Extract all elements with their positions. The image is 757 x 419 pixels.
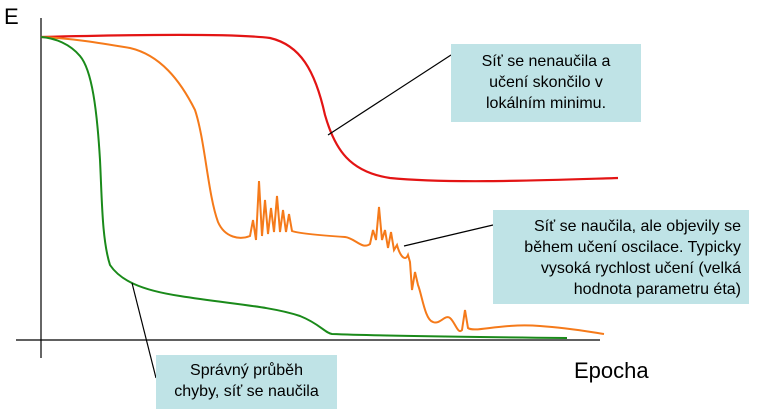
orange-error-curve: [40, 36, 605, 335]
x-axis-label: Epocha: [574, 358, 649, 383]
callout-text-line: hodnota parametru éta): [573, 281, 741, 298]
callout-text-line: Síť se nenaučila a: [481, 53, 611, 70]
callout-correct-learning: Správný průběh chyby, síť se naučila: [156, 355, 337, 409]
callout-text-line: během učení oscilace. Typicky: [524, 239, 741, 256]
callout-text-line: Síť se naučila, ale objevily se: [534, 218, 741, 235]
y-axis-label: E: [4, 4, 19, 29]
red-callout-leader: [327, 54, 452, 136]
callout-local-minimum: Síť se nenaučila a učení skončilo v loká…: [451, 44, 641, 122]
orange-callout-leader: [403, 224, 494, 247]
callout-text-line: chyby, síť se naučila: [174, 383, 319, 400]
callout-text-line: Správný průběh: [190, 362, 303, 379]
red-error-curve: [40, 33, 619, 183]
callout-text-line: vysoká rychlost učení (velká: [540, 260, 741, 277]
green-error-curve: [40, 36, 568, 339]
callout-text-line: lokálním minimu.: [485, 95, 607, 112]
callout-text-line: učení skončilo v: [489, 74, 603, 91]
green-callout-leader: [131, 282, 157, 379]
callout-oscillations: Síť se naučila, ale objevily se během uč…: [493, 210, 749, 304]
